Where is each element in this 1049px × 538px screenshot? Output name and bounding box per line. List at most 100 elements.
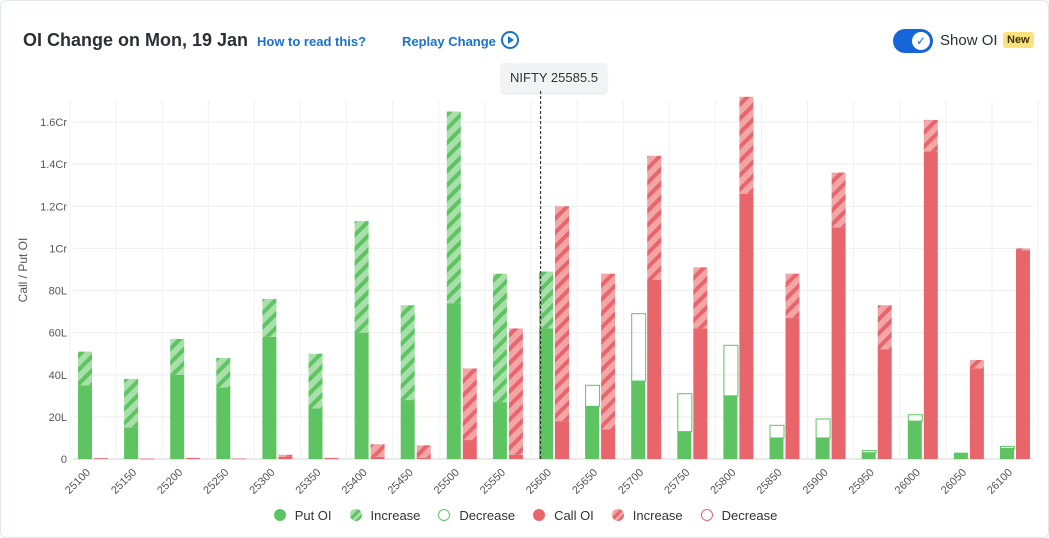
legend-label: Put OI bbox=[294, 507, 332, 523]
put-increase-bar bbox=[124, 378, 139, 428]
put-oi-bar bbox=[216, 387, 231, 459]
call-increase-bar bbox=[739, 96, 754, 194]
put-increase-bar bbox=[216, 357, 231, 388]
y-tick-label: 20L bbox=[49, 412, 67, 424]
x-tick-label: 25600 bbox=[524, 467, 554, 497]
put-increase-swatch bbox=[349, 509, 362, 521]
call-oi-bar bbox=[232, 458, 247, 460]
call-increase-bar bbox=[785, 273, 800, 318]
call-oi-bar bbox=[969, 368, 984, 459]
put-decrease-bar bbox=[815, 418, 831, 439]
x-tick-label: 25850 bbox=[755, 467, 785, 497]
put-oi-bar bbox=[170, 374, 185, 459]
call-oi-swatch bbox=[533, 509, 546, 521]
put-increase-bar bbox=[262, 298, 277, 337]
put-decrease-bar bbox=[769, 424, 785, 439]
chart-legend: Put OI Increase Decrease Call OI Increas… bbox=[1, 505, 1049, 525]
x-tick-label: 25800 bbox=[708, 467, 738, 497]
call-oi-bar bbox=[186, 457, 201, 459]
put-oi-bar bbox=[585, 406, 600, 459]
put-increase-bar bbox=[354, 221, 369, 333]
put-oi-bar bbox=[677, 431, 692, 459]
call-increase-bar bbox=[877, 305, 892, 350]
x-tick-label: 25350 bbox=[294, 467, 324, 497]
y-tick-label: 1Cr bbox=[49, 243, 67, 255]
put-oi-bar bbox=[953, 452, 968, 459]
legend-label: Decrease bbox=[459, 507, 516, 523]
call-increase-bar bbox=[831, 172, 846, 228]
put-oi-bar bbox=[815, 437, 830, 459]
call-oi-bar bbox=[601, 429, 616, 459]
legend-put-oi[interactable]: Put OI bbox=[273, 507, 332, 523]
put-increase-bar bbox=[492, 273, 507, 403]
legend-label: Call OI bbox=[554, 507, 594, 523]
put-increase-bar bbox=[170, 338, 185, 375]
call-increase-bar bbox=[693, 267, 708, 329]
x-tick-label: 25400 bbox=[340, 467, 370, 497]
put-increase-bar bbox=[539, 271, 553, 329]
call-oi-bar bbox=[462, 440, 477, 459]
call-oi-bar bbox=[370, 456, 385, 459]
call-oi-bar bbox=[1016, 250, 1030, 459]
call-oi-bar bbox=[739, 193, 754, 459]
put-decrease-bar bbox=[1000, 445, 1015, 449]
chart-header: OI Change on Mon, 19 Jan How to read thi… bbox=[23, 29, 1034, 55]
new-badge: New bbox=[1003, 32, 1034, 48]
oi-bar-chart: 0 20L 40L 60L 80L 1Cr 1.2Cr 1.4Cr 1.6Cr Call / Pu… bbox=[16, 91, 1039, 497]
call-oi-bar bbox=[278, 456, 293, 459]
x-tick-label: 25100 bbox=[63, 467, 93, 497]
legend-put-decrease[interactable]: Decrease bbox=[438, 508, 515, 523]
put-oi-bar bbox=[539, 328, 553, 459]
put-oi-bar bbox=[78, 385, 92, 459]
legend-call-increase[interactable]: Increase bbox=[611, 507, 683, 523]
y-tick-label: 0 bbox=[61, 454, 67, 466]
y-tick-label: 1.4Cr bbox=[40, 159, 67, 171]
put-decrease-bar bbox=[861, 450, 877, 454]
legend-call-decrease[interactable]: Decrease bbox=[700, 507, 778, 523]
x-tick-label: 25950 bbox=[847, 467, 877, 497]
put-oi-bar bbox=[400, 400, 415, 459]
x-tick-label: 25250 bbox=[201, 467, 231, 497]
x-tick-label: 25650 bbox=[570, 467, 600, 497]
legend-call-oi[interactable]: Call OI bbox=[533, 508, 594, 523]
x-tick-label: 26100 bbox=[985, 467, 1015, 497]
call-oi-bar bbox=[785, 317, 800, 459]
call-oi-bar bbox=[923, 151, 938, 459]
call-increase-bar bbox=[508, 328, 523, 455]
x-tick-label: 25500 bbox=[432, 467, 462, 497]
put-oi-bar bbox=[124, 427, 139, 459]
put-oi-bar bbox=[262, 336, 277, 459]
legend-put-increase[interactable]: Increase bbox=[349, 508, 420, 523]
put-oi-bar bbox=[354, 332, 369, 459]
legend-label: Increase bbox=[632, 507, 683, 523]
x-tick-label: 25900 bbox=[801, 467, 831, 497]
put-increase-bar bbox=[308, 353, 323, 409]
replay-change-link[interactable]: Replay Change bbox=[402, 34, 496, 49]
put-decrease-swatch bbox=[438, 509, 451, 521]
call-increase-bar bbox=[647, 155, 662, 280]
chart-title: OI Change on Mon, 19 Jan bbox=[23, 30, 249, 50]
call-decrease-swatch bbox=[700, 509, 713, 521]
put-oi-bar bbox=[446, 303, 461, 459]
check-icon: ✓ bbox=[912, 32, 930, 50]
put-oi-bar bbox=[631, 381, 646, 459]
call-increase-bar bbox=[1016, 248, 1030, 251]
x-tick-label: 25550 bbox=[478, 467, 508, 497]
put-oi-bar bbox=[861, 452, 876, 459]
legend-label: Decrease bbox=[721, 507, 778, 523]
put-decrease-bar bbox=[631, 313, 647, 382]
x-tick-label: 25450 bbox=[386, 467, 416, 497]
x-tick-label: 26000 bbox=[893, 467, 923, 497]
how-to-read-link[interactable]: How to read this? bbox=[257, 34, 367, 49]
call-increase-bar bbox=[969, 360, 984, 369]
put-oi-bar bbox=[1000, 448, 1014, 459]
put-decrease-bar bbox=[677, 393, 693, 433]
put-oi-swatch bbox=[273, 509, 286, 521]
show-oi-toggle[interactable]: ✓ bbox=[893, 29, 933, 53]
call-oi-bar bbox=[416, 457, 431, 459]
call-oi-bar bbox=[555, 421, 569, 459]
x-tick-label: 25300 bbox=[247, 467, 277, 497]
play-circle-icon[interactable] bbox=[501, 31, 519, 49]
y-tick-label: 40L bbox=[49, 370, 67, 382]
